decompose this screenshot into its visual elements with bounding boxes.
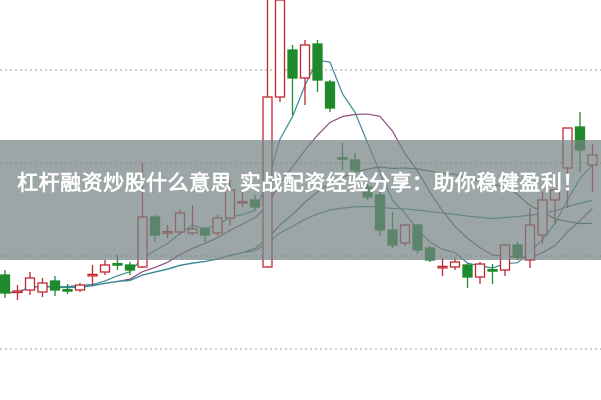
candle bbox=[74, 283, 86, 292]
candle-body bbox=[462, 264, 473, 278]
candle-body bbox=[474, 263, 486, 278]
candle bbox=[12, 285, 23, 300]
candle bbox=[449, 258, 461, 270]
candle-body bbox=[37, 282, 48, 293]
moving-average-line-ma5 bbox=[4, 59, 593, 294]
candle bbox=[37, 278, 48, 297]
candle bbox=[299, 40, 311, 105]
candle-body bbox=[124, 264, 136, 271]
candle-body bbox=[299, 44, 311, 79]
candle bbox=[437, 258, 448, 276]
candle bbox=[87, 265, 98, 285]
candle-body bbox=[12, 290, 23, 294]
candle-body bbox=[437, 265, 448, 269]
candle-body bbox=[74, 284, 86, 291]
candle bbox=[324, 80, 336, 112]
candle bbox=[487, 264, 498, 284]
candle-body bbox=[487, 268, 498, 272]
candle bbox=[62, 284, 73, 294]
candle bbox=[274, 0, 286, 102]
article-title: 杠杆融资炒股什么意思 实战配资经验分享：助你稳健盈利！ bbox=[17, 171, 584, 195]
candle bbox=[0, 270, 11, 298]
title-banner bbox=[0, 140, 601, 260]
candle-body bbox=[287, 49, 298, 79]
candle-body bbox=[62, 288, 73, 292]
candle-body bbox=[24, 277, 36, 291]
candle-body bbox=[99, 264, 111, 273]
candle bbox=[287, 45, 298, 115]
candle bbox=[24, 272, 36, 295]
candle bbox=[99, 260, 111, 275]
candle-body bbox=[87, 273, 98, 277]
candle-body bbox=[274, 0, 286, 98]
candle bbox=[312, 40, 323, 92]
candle-body bbox=[312, 43, 323, 81]
candle-body bbox=[449, 261, 461, 268]
candle-body bbox=[324, 81, 336, 109]
candle-body bbox=[49, 280, 61, 291]
candle bbox=[124, 262, 136, 275]
candle bbox=[474, 262, 486, 284]
candle-body bbox=[112, 262, 123, 266]
candle-body bbox=[0, 274, 11, 294]
candle bbox=[49, 276, 61, 296]
candle bbox=[462, 263, 473, 288]
